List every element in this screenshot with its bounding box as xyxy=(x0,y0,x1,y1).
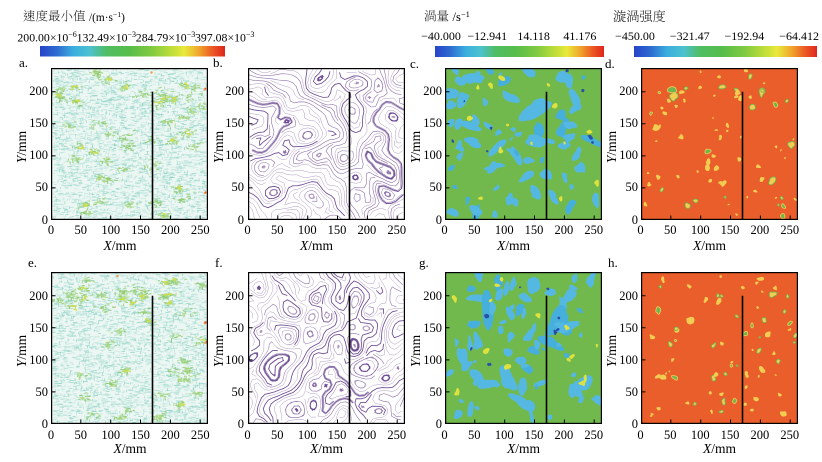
svg-text:/(m·s−1): /(m·s−1) xyxy=(89,10,125,24)
svg-text:/s−1: /s−1 xyxy=(453,10,470,24)
